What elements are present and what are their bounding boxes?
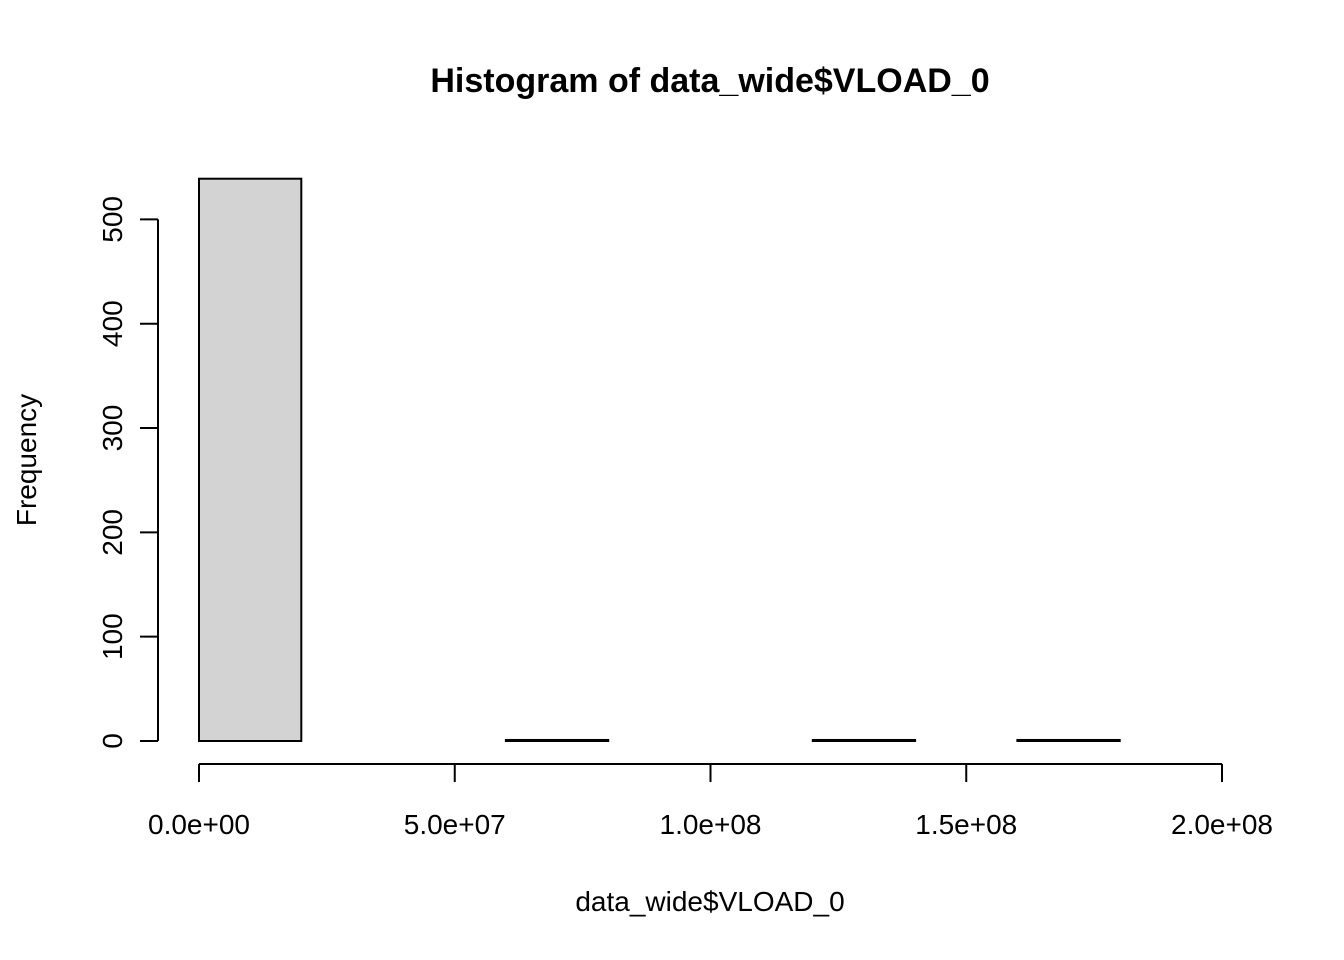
x-axis-label: data_wide$VLOAD_0 xyxy=(575,886,844,917)
y-tick-label: 0 xyxy=(97,733,128,749)
x-axis: 0.0e+00 5.0e+07 1.0e+08 1.5e+08 2.0e+08 xyxy=(148,763,1273,840)
y-tick-label: 500 xyxy=(97,196,128,243)
y-tick-label: 400 xyxy=(97,300,128,347)
y-axis-label: Frequency xyxy=(11,394,42,526)
y-axis: 0 100 200 300 400 500 xyxy=(97,196,159,749)
chart-title: Histogram of data_wide$VLOAD_0 xyxy=(430,62,989,100)
x-tick-label: 1.5e+08 xyxy=(915,809,1017,840)
y-tick-label: 300 xyxy=(97,405,128,452)
histogram-bar xyxy=(504,738,610,742)
x-tick-label: 0.0e+00 xyxy=(148,809,250,840)
histogram-bar xyxy=(198,177,303,742)
histogram-bars xyxy=(198,177,1121,742)
x-tick-label: 5.0e+07 xyxy=(404,809,506,840)
x-tick-label: 1.0e+08 xyxy=(660,809,762,840)
histogram-bar xyxy=(1016,738,1121,742)
x-tick-label: 2.0e+08 xyxy=(1171,809,1273,840)
y-tick-label: 200 xyxy=(97,509,128,556)
histogram-bar xyxy=(811,738,917,742)
y-tick-label: 100 xyxy=(97,613,128,660)
